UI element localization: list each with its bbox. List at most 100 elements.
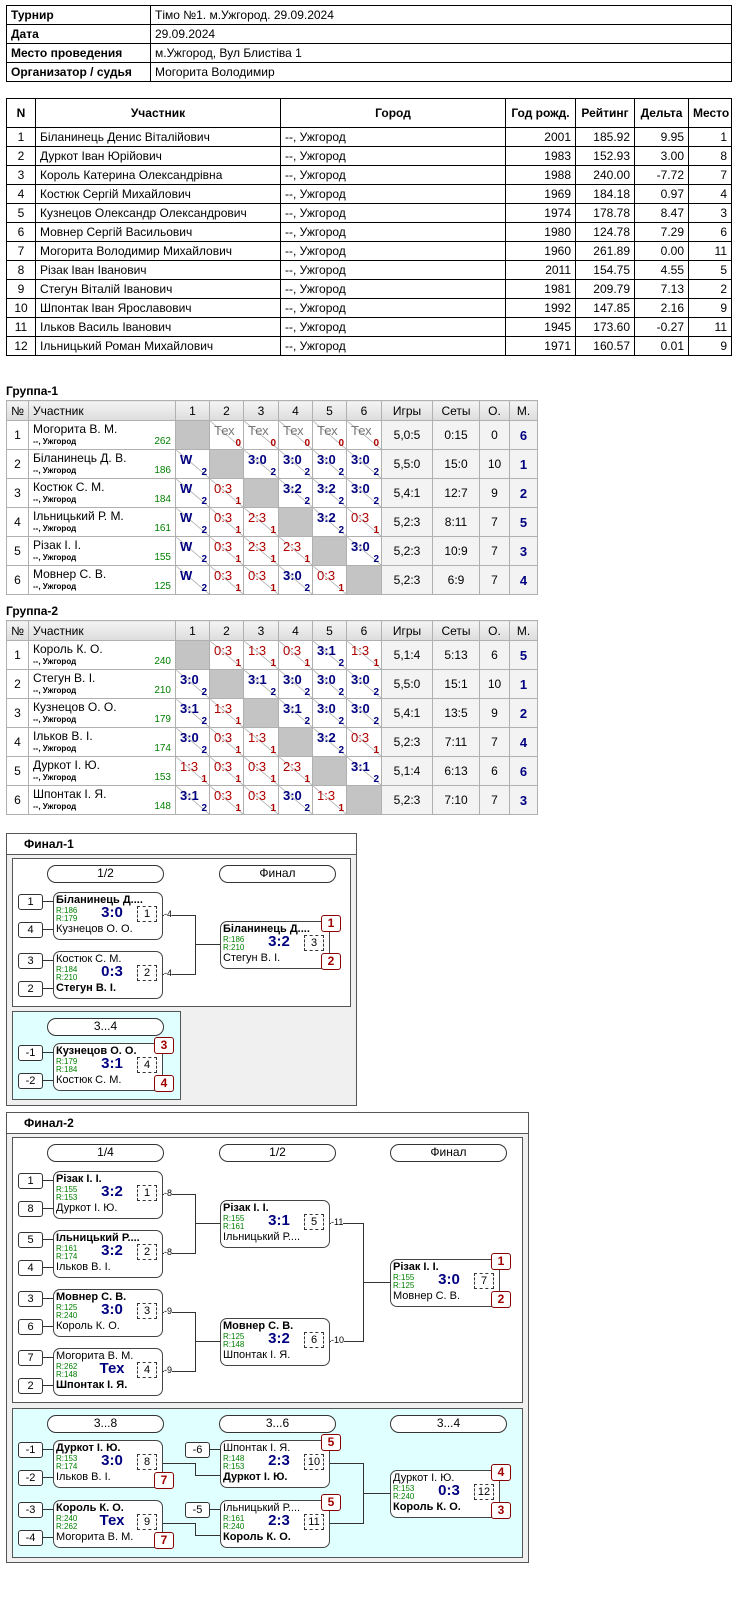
player-cell: 261.89 <box>575 241 635 261</box>
match-score: 3:0 <box>438 1271 460 1288</box>
match-score: Тех <box>99 1360 125 1377</box>
diagonal-cell <box>346 565 382 595</box>
score-text: W <box>180 568 193 583</box>
participant-city: --, Ужгород <box>33 686 77 695</box>
score-sub: 2 <box>201 745 207 756</box>
score-cell: 3:0 2 <box>346 698 382 728</box>
connector <box>195 1341 220 1342</box>
player-rating: R:153 <box>56 1193 78 1202</box>
games: 5,2:3 <box>381 536 433 566</box>
score: 0:3 1 <box>280 642 312 669</box>
score-sub: 2 <box>201 803 207 814</box>
player-rating: R:186 <box>56 906 78 915</box>
group-table: № Участник 1 2 3 4 5 6 Игры Сеты О. М. 1 Король К. О.… <box>6 620 538 815</box>
match-score: 2:3 <box>268 1452 290 1469</box>
player-cell: 0.01 <box>634 336 689 356</box>
score-text: 1:3 <box>248 730 267 745</box>
seed: -3 <box>18 1502 43 1518</box>
participant: Шпонтак І. Я. --, Ужгород 148 <box>30 787 175 814</box>
score-cell: 1:3 1 <box>312 785 347 815</box>
player-row: 2 Дуркот Іван Юрійович --, Ужгород 1983 152.… <box>6 146 732 166</box>
score-sub: 2 <box>373 496 379 507</box>
player-name: Костюк С. М. <box>56 1074 122 1086</box>
header-cell: № <box>6 620 29 641</box>
player-row: 4 Костюк Сергій Михайлович --, Ужгород 1969… <box>6 184 732 204</box>
score: 3:2 2 <box>314 480 346 507</box>
player-cell: 7.13 <box>634 279 689 299</box>
sets: 5:13 <box>432 640 480 670</box>
participant: Ільков В. І. --, Ужгород 174 <box>30 729 175 756</box>
score-sub: 1 <box>235 554 241 565</box>
score-sub: 0 <box>338 438 344 449</box>
score-sub: 1 <box>270 774 276 785</box>
score: 3:0 2 <box>348 700 381 727</box>
seed-line <box>41 1449 53 1450</box>
player-rating: R:174 <box>56 1252 78 1261</box>
score-sub: 2 <box>373 687 379 698</box>
score: Тех 0 <box>280 422 312 449</box>
player-row: 12 Ільницький Роман Михайлович --, Ужгород… <box>6 336 732 356</box>
info-label: Турнир <box>6 5 151 25</box>
seed: 3 <box>18 953 43 969</box>
player-cell: --, Ужгород <box>280 317 506 337</box>
header-cell: 1 <box>175 400 210 421</box>
player-cell: 7 <box>688 165 732 185</box>
header-row: № Участник 1 2 3 4 5 6 Игры Сеты О. М. <box>6 620 538 641</box>
score-cell: Тех 0 <box>346 420 382 450</box>
connector <box>195 1523 196 1536</box>
points: 7 <box>479 565 510 595</box>
score-sub: 0 <box>235 438 241 449</box>
score-cell: 3:0 2 <box>346 449 382 479</box>
seed-line <box>41 1239 53 1240</box>
score-text: W <box>180 510 193 525</box>
header-cell: Город <box>280 98 506 128</box>
participant-rating: 184 <box>154 494 171 505</box>
seed: -5 <box>185 1502 210 1518</box>
player-cell: 178.78 <box>575 203 635 223</box>
score: 3:0 2 <box>177 729 209 756</box>
score-text: Тех <box>351 423 372 438</box>
participant: Різак І. І. --, Ужгород 155 <box>30 538 175 565</box>
row-number: 5 <box>6 756 29 786</box>
connector <box>195 1463 196 1476</box>
connector <box>195 1223 220 1224</box>
group-table: № Участник 1 2 3 4 5 6 Игры Сеты О. М. 1 Могорита В. … <box>6 400 538 595</box>
participant-rating: 148 <box>154 801 171 812</box>
seed-line <box>41 1537 53 1538</box>
player-cell: 2 <box>688 279 732 299</box>
connector <box>328 1523 363 1524</box>
player-cell: 1983 <box>505 146 576 166</box>
points: 9 <box>479 478 510 508</box>
score-sub: 1 <box>270 745 276 756</box>
score-cell: 3:1 2 <box>175 785 210 815</box>
player-cell: 3 <box>688 203 732 223</box>
seed: 8 <box>18 1201 43 1217</box>
player-rating: R:240 <box>223 1522 245 1531</box>
match-score: 3:2 <box>101 1183 123 1200</box>
player-name: Дуркот І. Ю. <box>393 1472 455 1484</box>
header-row: N Участник Город Год рожд. Рейтинг Дельта Мест… <box>6 98 732 128</box>
score-sub: 2 <box>304 467 310 478</box>
score-text: 0:3 <box>248 568 267 583</box>
group-row: 1 Король К. О. --, Ужгород 240 0:3 1 1:3 1 0:3 1 3… <box>6 640 538 670</box>
player-rating: R:155 <box>223 1214 245 1223</box>
player-rating: R:161 <box>223 1514 245 1523</box>
score-sub: 2 <box>201 583 207 594</box>
final-place: 2 <box>491 1291 511 1308</box>
player-rating: R:148 <box>56 1370 78 1379</box>
score: Тех 0 <box>245 422 278 449</box>
participant-rating: 174 <box>154 743 171 754</box>
score: 0:3 1 <box>245 567 278 594</box>
info-label: Организатор / судья <box>6 62 151 82</box>
score-cell: 0:3 1 <box>243 756 279 786</box>
player-rating: R:174 <box>56 1462 78 1471</box>
group-row: 4 Ільницький Р. М. --, Ужгород 161 W 2 0:3 1 2:3… <box>6 507 538 537</box>
seed: 6 <box>18 1319 43 1335</box>
player-cell: 10 <box>6 298 36 318</box>
score-cell: 1:3 1 <box>346 640 382 670</box>
seed-line <box>41 901 53 902</box>
score-sub: 2 <box>304 716 310 727</box>
match-number: 6 <box>304 1332 324 1348</box>
